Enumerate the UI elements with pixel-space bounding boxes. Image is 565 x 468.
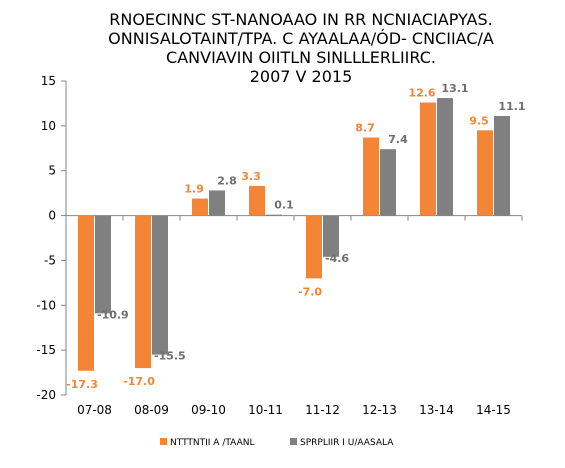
- bar-series1: [192, 198, 208, 216]
- y-tick-label: -5: [44, 253, 56, 267]
- x-tick-label: 08-09: [134, 403, 169, 417]
- x-tick-label: 07-08: [77, 403, 112, 417]
- data-label-series2: 2.8: [217, 174, 237, 187]
- data-label-series2: 13.1: [441, 82, 468, 95]
- chart-legend: NTTTNTII A /TAANL SPRPLIIR I U/AASALA: [160, 438, 394, 448]
- bar-series1: [477, 130, 493, 216]
- y-tick-label: 0: [48, 209, 56, 223]
- data-label-series2: 0.1: [274, 199, 294, 212]
- data-label-series2: -4.6: [325, 252, 349, 265]
- y-tick-label: -15: [36, 343, 56, 357]
- x-tick-label: 11-12: [305, 403, 340, 417]
- chart-title-line: ONNISALOTAINT/TPA. C AYAALAA/ÓD- CNCIIAC…: [108, 29, 494, 48]
- data-label-series1: 3.3: [241, 170, 261, 183]
- legend-swatch-series1: [160, 438, 167, 445]
- data-label-series1: -17.3: [66, 378, 98, 391]
- bar-series2: [209, 190, 225, 216]
- y-tick-label: 10: [41, 119, 56, 133]
- data-label-series1: -7.0: [298, 285, 322, 298]
- data-label-series2: 11.1: [498, 100, 525, 113]
- data-label-series1: 8.7: [355, 122, 375, 135]
- bar-series2: [152, 215, 168, 355]
- data-label-series1: 9.5: [469, 114, 489, 127]
- bar-series1: [363, 137, 379, 216]
- y-tick-label: 5: [48, 164, 56, 178]
- bar-series1: [78, 215, 94, 371]
- x-tick-label: 12-13: [362, 403, 397, 417]
- chart-title-line: 2007 V 2015: [250, 67, 353, 86]
- bar-series2: [380, 149, 396, 216]
- data-label-series1: -17.0: [123, 375, 155, 388]
- bar-series2: [266, 214, 282, 216]
- bar-series1: [135, 215, 151, 369]
- chart-axes: -20 -15 -10 -5 0 5 10 15 07-08 08-09 09-10 10-11 11-…: [36, 74, 523, 417]
- data-label-series2: 7.4: [388, 133, 408, 146]
- chart-title-line: RNOECINNC ST-NANOAAO IN RR NCNIACIAPYAS.: [109, 10, 492, 29]
- legend-swatch-series2: [290, 438, 297, 445]
- bar-series1: [420, 102, 436, 216]
- data-label-series2: -10.9: [97, 308, 129, 321]
- bar-series2: [494, 115, 510, 216]
- chart-bars: [78, 98, 510, 371]
- x-tick-label: 13-14: [419, 403, 454, 417]
- chart-data-labels: -17.3 -10.9 -17.0 -15.5 1.9 2.8 3.3 0.1 -7.0 -4.6…: [66, 82, 525, 391]
- x-tick-label: 10-11: [248, 403, 283, 417]
- bar-series1: [249, 185, 265, 216]
- y-tick-label: -10: [36, 298, 56, 312]
- bar-series2: [437, 98, 453, 216]
- chart-title: RNOECINNC ST-NANOAAO IN RR NCNIACIAPYAS.…: [108, 10, 494, 86]
- bar-series2: [323, 215, 339, 257]
- x-tick-label: 14-15: [476, 403, 511, 417]
- y-tick-label: 15: [41, 74, 56, 88]
- data-label-series1: 12.6: [408, 87, 435, 100]
- data-label-series1: 1.9: [184, 183, 204, 196]
- data-label-series2: -15.5: [154, 350, 186, 363]
- y-tick-label: -20: [36, 388, 56, 402]
- bar-series2: [95, 215, 111, 314]
- x-tick-label: 09-10: [191, 403, 226, 417]
- legend-label-series2: SPRPLIIR I U/AASALA: [300, 438, 394, 448]
- legend-label-series1: NTTTNTII A /TAANL: [170, 438, 254, 448]
- bar-series1: [306, 215, 322, 279]
- chart-title-line: CANVIAVIN OIITLN SINLLLERLIIRC.: [166, 48, 436, 67]
